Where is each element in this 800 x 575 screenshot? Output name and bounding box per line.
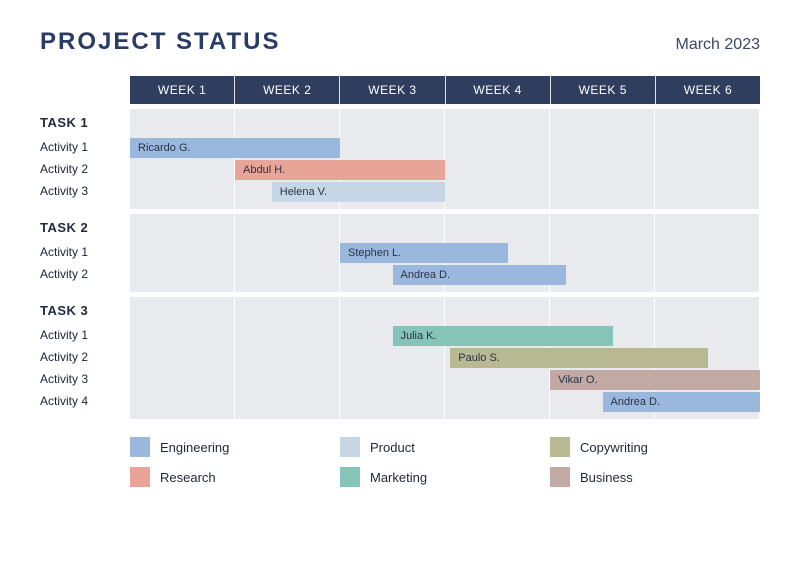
activity-label: Activity 3 — [40, 368, 130, 390]
task-block: TASK 1Activity 1Activity 2Activity 3Rica… — [40, 109, 760, 209]
bar-row: Andrea D. — [130, 391, 760, 413]
bar-row: Vikar O. — [130, 369, 760, 391]
activity-label: Activity 2 — [40, 158, 130, 180]
task-grid: Ricardo G.Abdul H.Helena V. — [130, 109, 760, 209]
legend-swatch — [130, 467, 150, 487]
task-grid: Julia K.Paulo S.Vikar O.Andrea D. — [130, 297, 760, 419]
activity-label: Activity 1 — [40, 241, 130, 263]
legend-label: Copywriting — [580, 440, 648, 455]
legend: Engineering Product Copywriting Research Mar… — [130, 437, 760, 487]
week-header: WEEK 3 — [340, 76, 445, 104]
task-labels: TASK 2 Activity 1Activity 2 — [40, 214, 130, 292]
legend-item: Copywriting — [550, 437, 760, 457]
activity-label: Activity 2 — [40, 346, 130, 368]
legend-label: Business — [580, 470, 633, 485]
timeline-header: WEEK 1WEEK 2WEEK 3WEEK 4WEEK 5WEEK 6 — [130, 76, 760, 104]
week-header: WEEK 2 — [235, 76, 340, 104]
bars-layer: Ricardo G.Abdul H.Helena V. — [130, 109, 760, 209]
bars-layer: Julia K.Paulo S.Vikar O.Andrea D. — [130, 297, 760, 419]
legend-swatch — [340, 467, 360, 487]
legend-item: Research — [130, 467, 340, 487]
gantt-bar: Vikar O. — [550, 370, 760, 390]
header: PROJECT STATUS March 2023 — [40, 28, 760, 56]
legend-swatch — [550, 467, 570, 487]
task-title: TASK 3 — [40, 303, 130, 318]
legend-swatch — [130, 437, 150, 457]
week-header: WEEK 4 — [446, 76, 551, 104]
task-block: TASK 2Activity 1Activity 2Stephen L.Andr… — [40, 214, 760, 292]
gantt-bar: Andrea D. — [603, 392, 761, 412]
week-header: WEEK 1 — [130, 76, 235, 104]
task-block: TASK 3 Activity 1Activity 2Activity 3Acti… — [40, 297, 760, 419]
bar-row: Stephen L. — [130, 242, 760, 264]
gantt-bar: Andrea D. — [393, 265, 566, 285]
activity-label: Activity 2 — [40, 263, 130, 285]
gantt-bar: Paulo S. — [450, 348, 707, 368]
bar-row: Helena V. — [130, 181, 760, 203]
legend-item: Product — [340, 437, 550, 457]
legend-item: Business — [550, 467, 760, 487]
week-header: WEEK 5 — [551, 76, 656, 104]
gantt-bar: Ricardo G. — [130, 138, 340, 158]
bars-layer: Stephen L.Andrea D. — [130, 214, 760, 292]
bar-row: Abdul H. — [130, 159, 760, 181]
task-labels: TASK 3 Activity 1Activity 2Activity 3Acti… — [40, 297, 130, 419]
date-label: March 2023 — [676, 36, 761, 54]
gantt-bar: Stephen L. — [340, 243, 508, 263]
legend-item: Engineering — [130, 437, 340, 457]
gantt-bar: Abdul H. — [235, 160, 445, 180]
bar-row: Ricardo G. — [130, 137, 760, 159]
gantt-chart: WEEK 1WEEK 2WEEK 3WEEK 4WEEK 5WEEK 6 TAS… — [40, 76, 760, 419]
legend-swatch — [550, 437, 570, 457]
gantt-bar: Julia K. — [393, 326, 614, 346]
task-grid: Stephen L.Andrea D. — [130, 214, 760, 292]
page-title: PROJECT STATUS — [40, 28, 280, 56]
legend-label: Product — [370, 440, 415, 455]
legend-item: Marketing — [340, 467, 550, 487]
legend-swatch — [340, 437, 360, 457]
week-header: WEEK 6 — [656, 76, 760, 104]
tasks-container: TASK 1Activity 1Activity 2Activity 3Rica… — [40, 104, 760, 419]
task-title: TASK 2 — [40, 220, 130, 235]
activity-label: Activity 4 — [40, 390, 130, 412]
activity-label: Activity 1 — [40, 136, 130, 158]
bar-row: Andrea D. — [130, 264, 760, 286]
bar-row: Julia K. — [130, 325, 760, 347]
activity-label: Activity 1 — [40, 324, 130, 346]
bar-row: Paulo S. — [130, 347, 760, 369]
gantt-bar: Helena V. — [272, 182, 445, 202]
task-title: TASK 1 — [40, 115, 130, 130]
activity-label: Activity 3 — [40, 180, 130, 202]
legend-label: Research — [160, 470, 216, 485]
legend-label: Engineering — [160, 440, 229, 455]
task-labels: TASK 1 Activity 1Activity 2Activity 3 — [40, 109, 130, 209]
legend-label: Marketing — [370, 470, 427, 485]
